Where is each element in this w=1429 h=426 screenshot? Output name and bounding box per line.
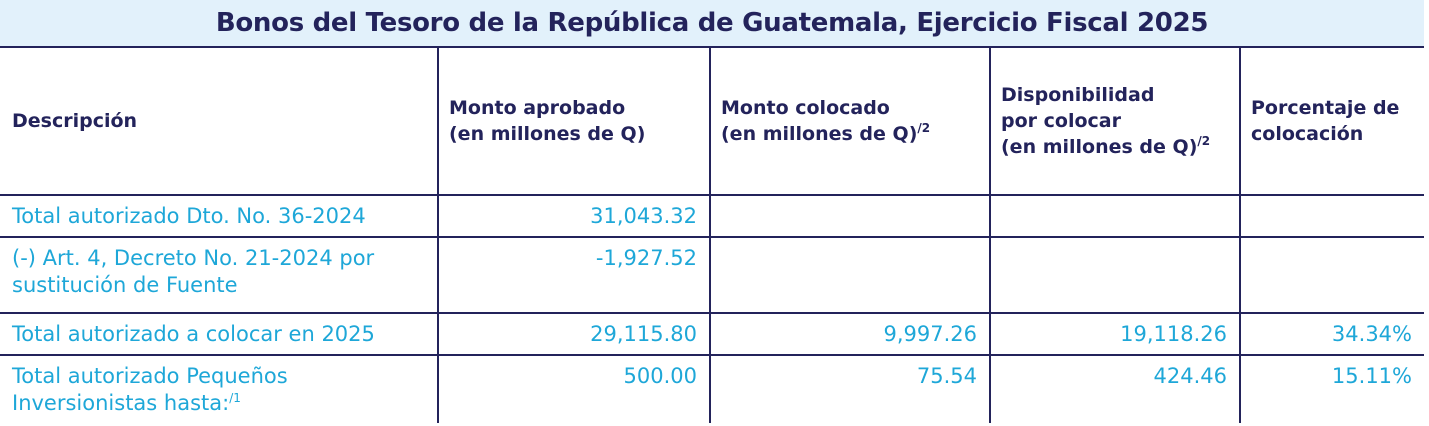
header-disponibilidad: Disponibilidad por colocar (en millones … <box>989 46 1240 196</box>
cell-porcentaje <box>1239 237 1424 314</box>
header-row: Descripción Monto aprobado (en millones … <box>0 46 1424 196</box>
cell-descripcion: (-) Art. 4, Decreto No. 21-2024 por sust… <box>0 237 438 314</box>
cell-monto-colocado <box>709 237 990 314</box>
header-monto-colocado: Monto colocado (en millones de Q)/2 <box>709 46 990 196</box>
bonos-table: Descripción Monto aprobado (en millones … <box>0 46 1424 423</box>
cell-descripcion: Total autorizado a colocar en 2025 <box>0 313 438 356</box>
footnote-2: /2 <box>1197 134 1211 148</box>
cell-monto-aprobado: 29,115.80 <box>437 313 710 356</box>
header-monto-aprobado: Monto aprobado (en millones de Q) <box>437 46 710 196</box>
cell-monto-colocado: 9,997.26 <box>709 313 990 356</box>
cell-monto-aprobado: 31,043.32 <box>437 195 710 238</box>
table-row: (-) Art. 4, Decreto No. 21-2024 por sust… <box>0 237 1424 314</box>
cell-disponibilidad <box>989 237 1240 314</box>
cell-descripcion: Total autorizado Pequeños Inversionistas… <box>12 364 288 415</box>
cell-descripcion: Total autorizado Dto. No. 36-2024 <box>0 195 438 238</box>
cell-monto-colocado <box>709 195 990 238</box>
table-row: Total autorizado Dto. No. 36-2024 31,043… <box>0 195 1424 238</box>
cell-disponibilidad: 19,118.26 <box>989 313 1240 356</box>
cell-monto-aprobado: -1,927.52 <box>437 237 710 314</box>
cell-porcentaje: 15.11% <box>1239 355 1424 423</box>
header-porcentaje: Porcentaje de colocación <box>1239 46 1424 196</box>
cell-disponibilidad <box>989 195 1240 238</box>
cell-monto-aprobado: 500.00 <box>437 355 710 423</box>
cell-disponibilidad: 424.46 <box>989 355 1240 423</box>
cell-monto-colocado: 75.54 <box>709 355 990 423</box>
table-row: Total autorizado Pequeños Inversionistas… <box>0 355 1424 423</box>
cell-porcentaje <box>1239 195 1424 238</box>
table-title: Bonos del Tesoro de la República de Guat… <box>0 0 1424 46</box>
header-descripcion: Descripción <box>0 46 438 196</box>
table-row: Total autorizado a colocar en 2025 29,11… <box>0 313 1424 356</box>
cell-porcentaje: 34.34% <box>1239 313 1424 356</box>
footnote-1: /1 <box>229 391 241 405</box>
footnote-2: /2 <box>917 121 931 135</box>
